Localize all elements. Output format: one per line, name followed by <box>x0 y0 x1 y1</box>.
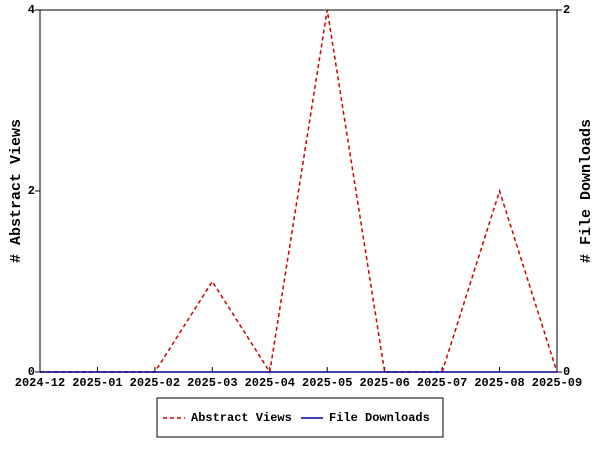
y-tick-label: 0 <box>28 365 35 379</box>
x-tick-label: 2025-04 <box>245 376 295 390</box>
series-line <box>40 9 558 375</box>
x-tick-label: 2024-12 <box>15 376 65 390</box>
x-tick-label: 2025-07 <box>417 376 467 390</box>
x-tick-label: 2025-06 <box>359 376 409 390</box>
legend-label: Abstract Views <box>191 411 292 425</box>
y2-tick-label: 2 <box>563 3 570 17</box>
legend-label: File Downloads <box>329 411 430 425</box>
x-tick-label: 2025-01 <box>72 376 122 390</box>
y2-axis-label: # File Downloads <box>578 119 595 263</box>
x-tick-label: 2025-05 <box>302 376 352 390</box>
y-axis-label: # Abstract Views <box>8 119 25 263</box>
legend-box <box>156 397 444 438</box>
x-tick-label: 2025-02 <box>130 376 180 390</box>
y-tick-label: 2 <box>28 184 35 198</box>
y-tick-label: 4 <box>28 3 35 17</box>
y2-tick-label: 0 <box>563 365 570 379</box>
x-tick-label: 2025-03 <box>187 376 237 390</box>
x-tick-label: 2025-09 <box>532 376 582 390</box>
x-tick-label: 2025-08 <box>474 376 524 390</box>
